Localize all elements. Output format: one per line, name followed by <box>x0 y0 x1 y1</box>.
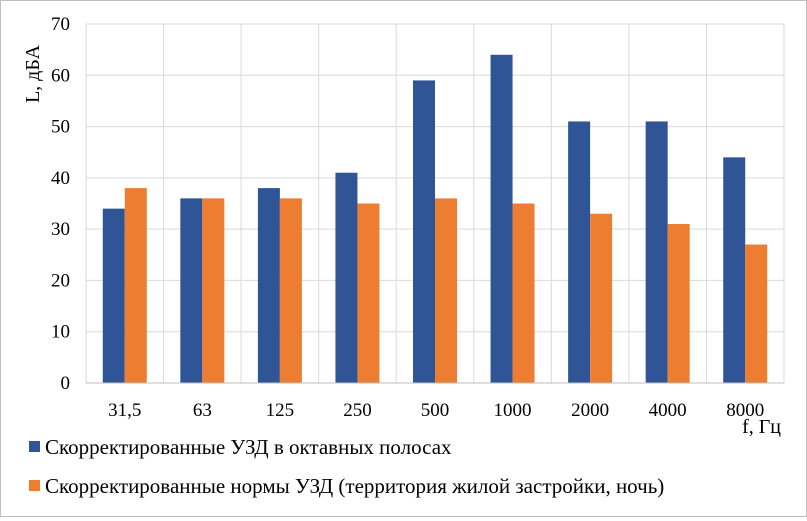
bar-series-1-500 <box>413 80 435 384</box>
y-tick-labels: 0 10 20 30 40 50 60 70 <box>51 14 70 394</box>
x-tick-label: 8000 <box>726 400 764 421</box>
y-tick-label: 0 <box>61 373 71 394</box>
y-axis-title: L, дБА <box>22 44 44 103</box>
x-tick-label: 4000 <box>649 400 687 421</box>
bar-series-1-125 <box>257 188 280 383</box>
bars <box>102 54 768 384</box>
x-tick-label: 500 <box>421 400 450 421</box>
bar-series-2-31,5 <box>124 188 147 383</box>
y-tick-label: 10 <box>51 322 70 343</box>
bar-series-1-2000 <box>568 121 591 383</box>
x-tick-label: 2000 <box>571 400 609 421</box>
y-tick-label: 20 <box>51 270 70 291</box>
bar-series-2-63 <box>202 198 225 383</box>
y-tick-label: 60 <box>51 65 70 86</box>
legend-swatch-series-2 <box>29 480 40 491</box>
bar-series-1-8000 <box>723 157 746 383</box>
bar-series-1-63 <box>180 198 203 383</box>
x-axis-title: f, Гц <box>742 416 781 438</box>
legend: Скорректированные УЗД в октавных полосах… <box>29 435 664 498</box>
x-tick-label: 250 <box>343 400 372 421</box>
x-tick-label: 31,5 <box>108 400 141 421</box>
y-tick-label: 30 <box>51 219 70 240</box>
bar-series-2-125 <box>279 198 302 383</box>
x-tick-label: 125 <box>266 400 295 421</box>
x-tick-label: 1000 <box>494 400 532 421</box>
bar-series-2-1000 <box>512 203 535 383</box>
bar-series-2-8000 <box>745 244 768 383</box>
bar-series-2-2000 <box>590 213 613 383</box>
bar-series-2-250 <box>357 203 380 383</box>
y-tick-label: 40 <box>51 168 70 189</box>
bar-series-1-4000 <box>645 121 668 383</box>
y-tick-label: 50 <box>51 117 70 138</box>
legend-swatch-series-1 <box>29 441 40 452</box>
bar-series-1-250 <box>335 172 358 383</box>
x-tick-label: 63 <box>193 400 212 421</box>
y-tick-label: 70 <box>51 14 70 35</box>
bar-series-2-4000 <box>667 224 690 383</box>
bar-series-1-1000 <box>490 54 513 384</box>
bar-series-2-500 <box>435 198 457 383</box>
legend-label-series-1: Скорректированные УЗД в октавных полосах <box>45 435 452 459</box>
x-tick-labels: 31,5 63 125 250 500 1000 2000 4000 8000 <box>108 400 764 421</box>
legend-label-series-2: Скорректированные нормы УЗД (территория … <box>45 474 664 498</box>
bar-series-1-31,5 <box>102 208 125 383</box>
